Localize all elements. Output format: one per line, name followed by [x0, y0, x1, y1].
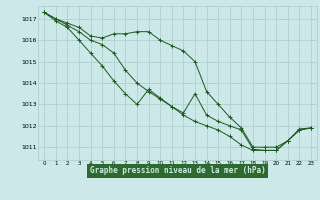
X-axis label: Graphe pression niveau de la mer (hPa): Graphe pression niveau de la mer (hPa)	[90, 166, 266, 175]
